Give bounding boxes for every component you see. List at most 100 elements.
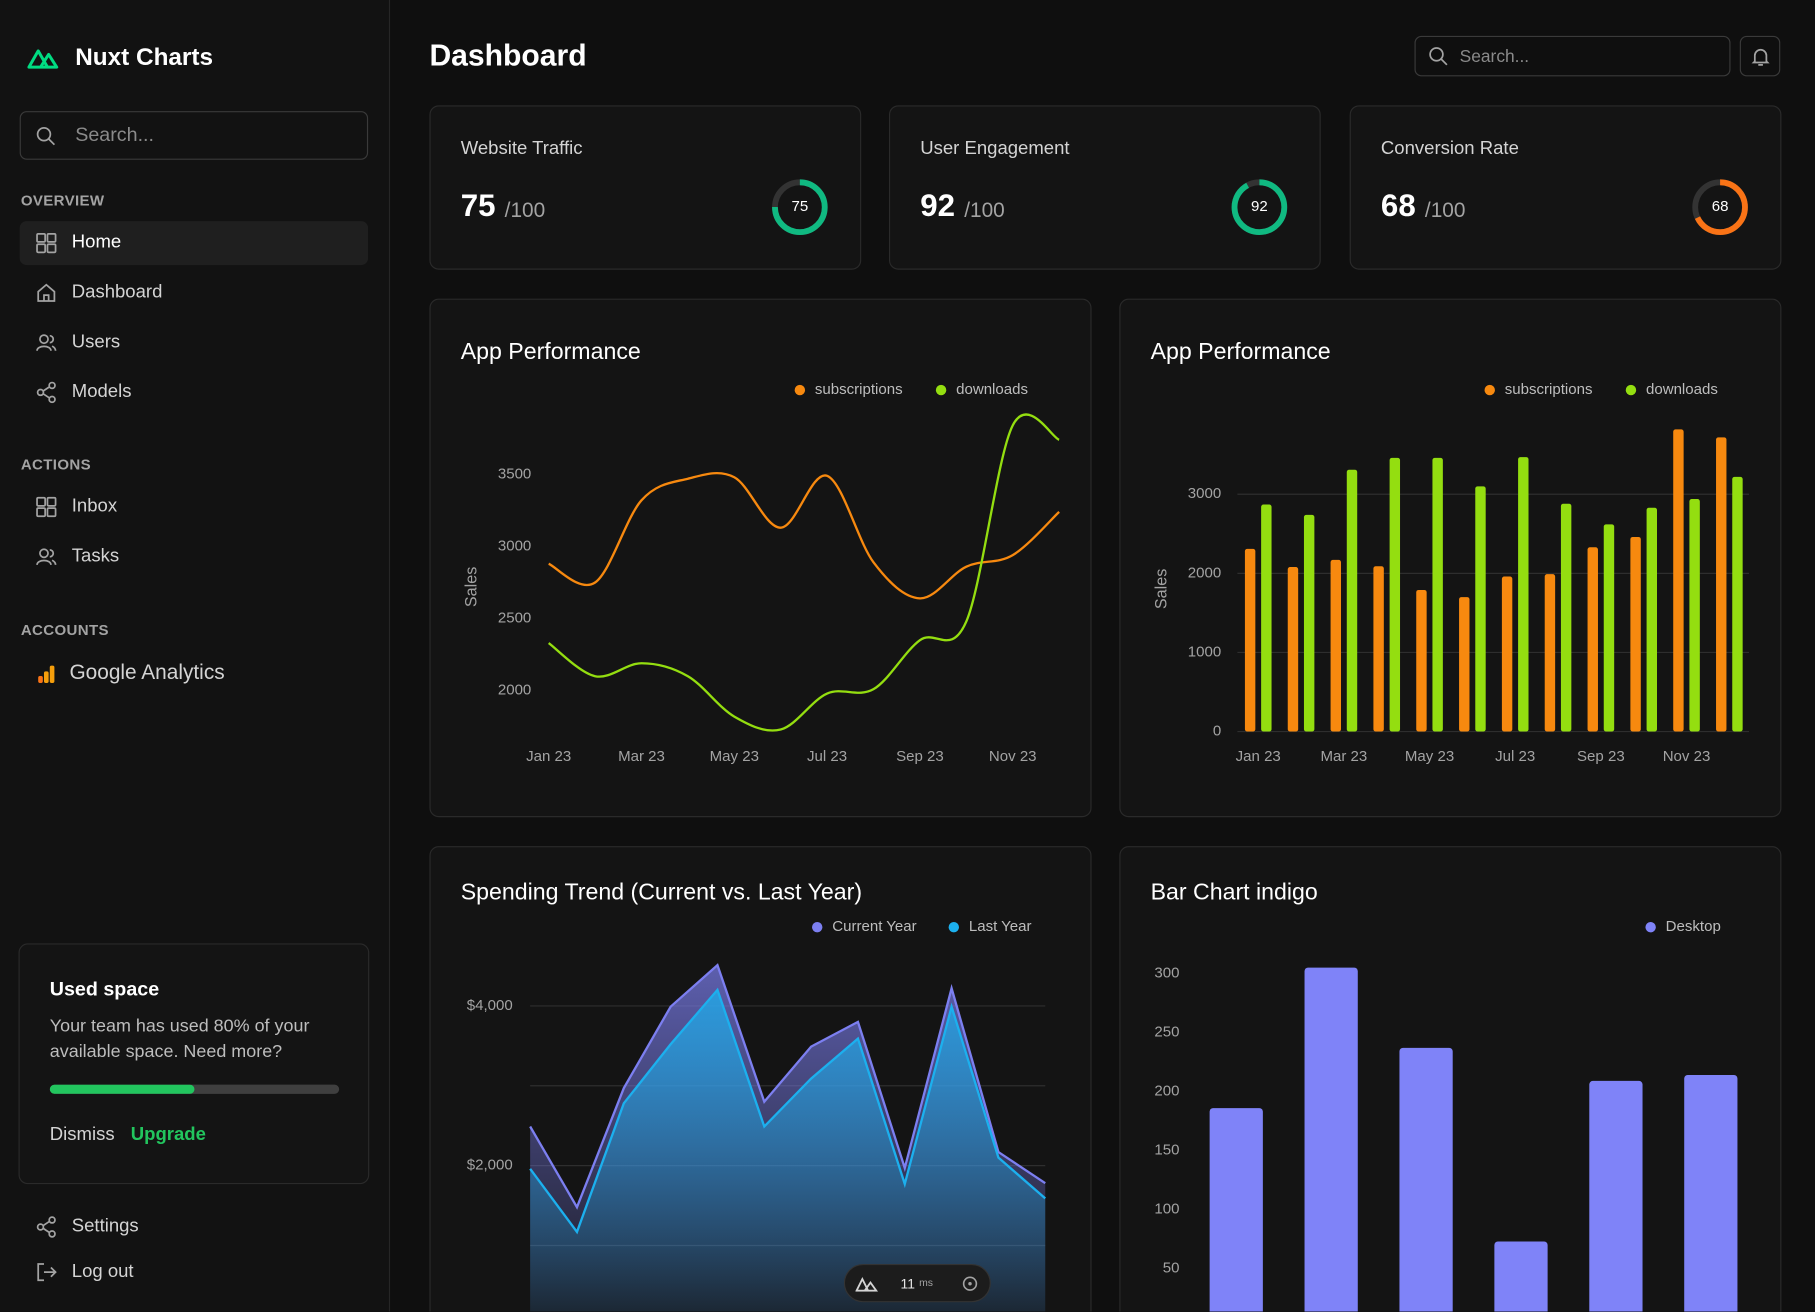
nav-item[interactable]: Models (20, 370, 368, 414)
kpi-gauge: 92 (1231, 179, 1288, 235)
legend-dot (1645, 921, 1656, 933)
icon-part (36, 127, 52, 142)
icon-part (36, 496, 47, 507)
icon-part (36, 1223, 45, 1231)
bar (1303, 514, 1315, 732)
nav-label: Models (71, 381, 132, 402)
footer-item[interactable]: Log out (20, 1250, 368, 1294)
icon (37, 283, 56, 302)
chart: Spending Trend (Current vs. Last Year) Cu… (461, 879, 1047, 1312)
icon (36, 548, 57, 566)
bar (1560, 503, 1572, 732)
bar (1603, 524, 1615, 732)
used-space-title: Used space (49, 978, 160, 1001)
chart-title: App Performance (1151, 338, 1331, 364)
icon-part (36, 548, 57, 566)
icon-part (42, 1220, 51, 1234)
legend-label: subscriptions (1505, 381, 1593, 398)
gauge-arc (1692, 179, 1748, 235)
bar (1373, 566, 1384, 732)
sidebar: Nuxt Charts Search... OVERVIEW Home Dashboar… (0, 0, 391, 1312)
kpi-card: User Engagement 92/100 92 (888, 105, 1321, 270)
target-dot (968, 1281, 972, 1286)
progress-fill (49, 1084, 195, 1094)
line-series (547, 413, 1060, 732)
x-tick-label: Jul 23 (1495, 748, 1535, 765)
area-fill (530, 989, 1046, 1312)
chart-title: Bar Chart indigo (1151, 879, 1318, 905)
bar (1589, 1080, 1643, 1312)
nav-item[interactable]: Home (19, 221, 369, 266)
bar (1673, 429, 1684, 732)
bar (1732, 476, 1743, 732)
icon-part (36, 507, 47, 518)
icon-part (46, 232, 57, 243)
icon (36, 127, 56, 146)
nav-item[interactable]: Tasks (20, 535, 368, 579)
icon-part (42, 385, 51, 399)
search-placeholder: Search... (1459, 46, 1530, 67)
bar (1544, 574, 1556, 732)
bar (1501, 576, 1513, 732)
y-tick-label: 1000 (1188, 643, 1221, 660)
used-space-text: Your team has used 80% of your available… (49, 1016, 310, 1062)
y-tick-label: 50 (1163, 1260, 1180, 1277)
nav-item[interactable]: Users (20, 321, 368, 365)
devtools-unit: ms (919, 1276, 933, 1289)
section-title: ACTIONS (20, 455, 91, 473)
icon (36, 232, 57, 254)
bar (1459, 597, 1470, 732)
kpi-label: Conversion Rate (1380, 138, 1519, 159)
icon-part (46, 243, 57, 254)
chart-card: Spending Trend (Current vs. Last Year) Cu… (429, 846, 1092, 1312)
kpi-label: Website Traffic (460, 138, 583, 159)
icon-part (36, 334, 57, 351)
section-title: OVERVIEW (20, 191, 105, 209)
footer-item[interactable]: Settings (20, 1205, 368, 1249)
progress-track (49, 1084, 340, 1094)
kpi-max: /100 (1424, 198, 1466, 222)
devtools-time: 11 (900, 1275, 915, 1292)
header-search[interactable]: Search... (1414, 35, 1731, 77)
y-tick-label: 2000 (498, 682, 531, 699)
devtools-pill[interactable]: 11 ms (843, 1264, 991, 1303)
y-tick-label: 150 (1154, 1142, 1179, 1159)
icon-part (1440, 58, 1448, 66)
devtools-logo (855, 1276, 879, 1292)
icon (36, 381, 56, 404)
y-tick-label: 250 (1154, 1023, 1179, 1040)
y-tick-label: 0 (1213, 723, 1221, 740)
bar (1646, 507, 1658, 732)
x-tick-label: Mar 23 (618, 748, 665, 765)
bar (1716, 437, 1727, 732)
x-tick-label: Sep 23 (1577, 748, 1625, 765)
sidebar-search[interactable]: Search... (19, 111, 369, 160)
gauge-arc (1231, 179, 1288, 235)
dismiss-button[interactable]: Dismiss (49, 1125, 115, 1145)
bar (1330, 559, 1341, 732)
legend-dot (948, 921, 960, 933)
nav-item[interactable]: Google Analytics (20, 651, 368, 695)
kpi-gauge: 68 (1692, 179, 1748, 235)
used-space-card: Used space Your team has used 80% of your… (18, 943, 370, 1185)
nav-item[interactable]: Inbox (20, 485, 368, 529)
kpi-max: /100 (504, 198, 546, 222)
legend-dot (812, 921, 823, 933)
icon-part (49, 665, 55, 683)
y-tick-label: 3000 (498, 537, 531, 554)
legend-label: downloads (1646, 381, 1718, 398)
y-axis-label: Sales (1152, 569, 1170, 610)
legend-dot (1484, 384, 1495, 396)
y-tick-label: 100 (1154, 1201, 1179, 1218)
upgrade-button[interactable]: Upgrade (130, 1125, 206, 1145)
nav-item[interactable]: Dashboard (20, 271, 368, 315)
y-tick-label: 3000 (1188, 485, 1221, 502)
icon-part (37, 1263, 57, 1282)
footer-label: Settings (71, 1216, 139, 1237)
bar (1689, 499, 1700, 732)
chart-title: Spending Trend (Current vs. Last Year) (461, 879, 862, 905)
nav-label: Google Analytics (69, 660, 225, 684)
icon-part (36, 232, 47, 243)
notifications-button[interactable] (1739, 35, 1781, 77)
